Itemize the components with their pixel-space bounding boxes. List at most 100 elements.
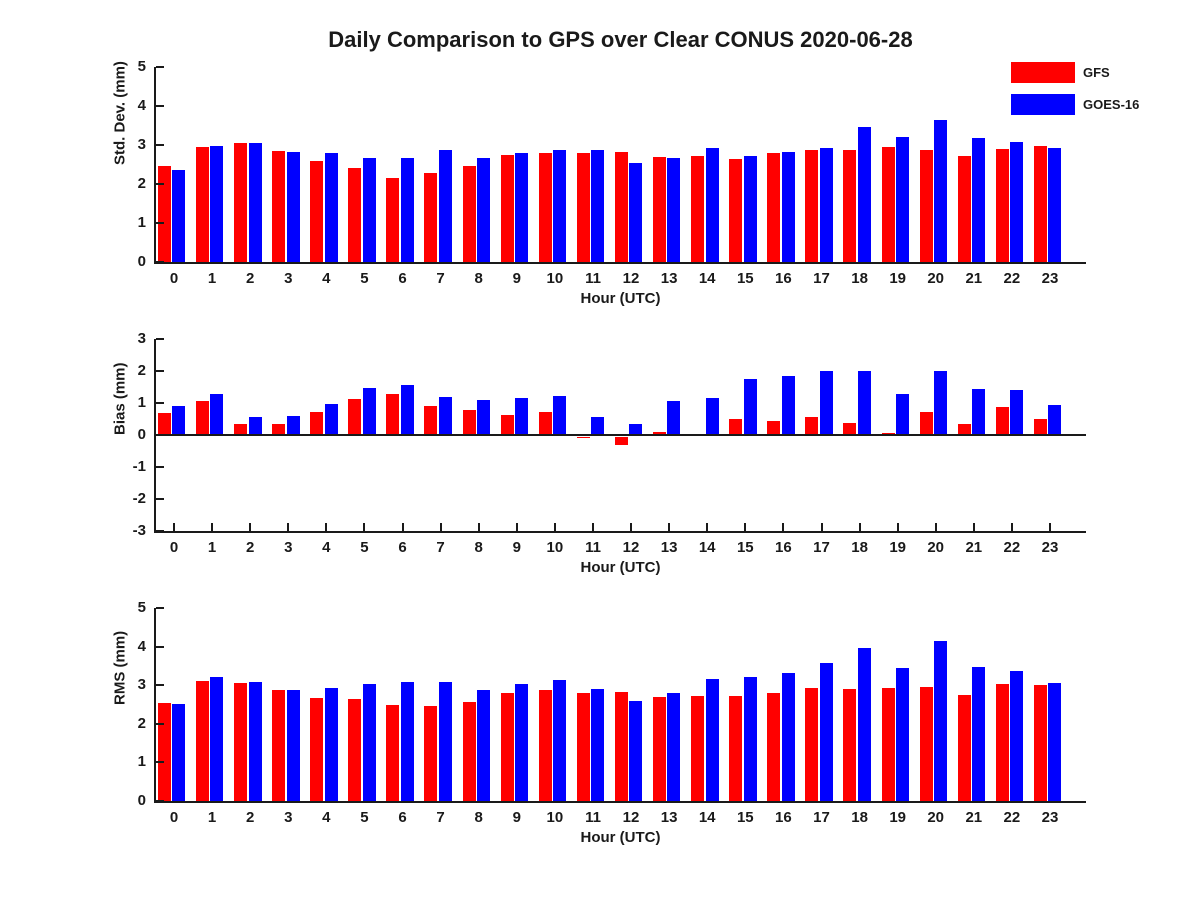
bar-gfs-h10: [538, 152, 552, 262]
y-tick: [156, 261, 164, 263]
bar-goes-16-h6: [400, 385, 414, 435]
bar-gfs-h18: [843, 423, 857, 435]
bar-gfs-h17: [805, 150, 819, 262]
bar-gfs-h13: [652, 156, 666, 262]
bar-goes-16-h16: [781, 376, 795, 435]
bar-goes-16-h6: [400, 682, 414, 801]
x-tick-label: 14: [698, 539, 716, 556]
y-tick: [156, 338, 164, 340]
bar-goes-16-h7: [438, 682, 452, 801]
bar-goes-16-h1: [210, 394, 224, 435]
zero-line: [154, 434, 1086, 436]
bar-goes-16-h22: [1010, 141, 1024, 262]
y-tick-label: 2: [137, 175, 146, 192]
bar-gfs-h8: [462, 165, 476, 262]
legend-label-goes16: GOES-16: [1083, 97, 1140, 112]
bar-gfs-h16: [767, 152, 781, 262]
bar-goes-16-h17: [819, 663, 833, 801]
bar-goes-16-h10: [553, 395, 567, 435]
x-tick-label: 8: [474, 809, 483, 826]
bar-gfs-h21: [957, 423, 971, 435]
x-tick-label: 22: [1003, 809, 1021, 826]
x-tick-label: 6: [398, 539, 407, 556]
x-tick-label: 10: [546, 809, 564, 826]
x-tick-label: 6: [398, 809, 407, 826]
x-tick-label: 12: [622, 270, 640, 287]
bar-gfs-h13: [652, 696, 666, 801]
x-tick-label: 5: [360, 809, 369, 826]
y-tick: [156, 466, 164, 468]
x-tick: [553, 523, 556, 531]
y-tick-label: -2: [132, 490, 146, 507]
bar-gfs-h22: [995, 407, 1009, 435]
x-tick: [477, 523, 480, 531]
x-tick-label: 11: [585, 539, 601, 556]
bar-gfs-h21: [957, 155, 971, 262]
x-tick-label: 4: [322, 539, 331, 556]
bar-gfs-h0: [157, 702, 171, 801]
x-tick: [401, 523, 404, 531]
bar-goes-16-h4: [324, 687, 338, 801]
x-axis-title: Hour (UTC): [580, 829, 661, 846]
bar-gfs-h19: [881, 146, 895, 262]
bar-goes-16-h2: [248, 416, 262, 435]
x-tick: [782, 523, 785, 531]
bar-goes-16-h19: [896, 137, 909, 262]
bar-gfs-h6: [386, 178, 400, 262]
bar-goes-16-h4: [324, 403, 338, 435]
x-tick-label: 17: [813, 270, 830, 287]
bar-goes-16-h2: [248, 143, 262, 262]
x-tick-label: 19: [889, 270, 907, 287]
bar-gfs-h6: [386, 704, 400, 801]
x-tick: [1010, 523, 1013, 531]
bar-goes-16-h9: [515, 684, 529, 801]
bar-gfs-h23: [1033, 419, 1047, 435]
x-tick-label: 2: [246, 270, 255, 287]
x-tick-label: 1: [207, 809, 217, 826]
x-tick-label: 8: [474, 270, 483, 287]
x-tick-label: 1: [207, 539, 217, 556]
x-tick: [972, 523, 975, 531]
bar-gfs-h19: [881, 432, 895, 435]
bar-gfs-h7: [424, 705, 438, 801]
x-tick-label: 23: [1041, 270, 1059, 287]
x-tick-label: 2: [246, 809, 255, 826]
x-tick-label: 10: [546, 539, 564, 556]
y-axis-spine: [154, 339, 156, 533]
y-tick: [156, 183, 164, 185]
bar-goes-16-h22: [1010, 670, 1024, 801]
x-axis-title: Hour (UTC): [580, 559, 661, 576]
x-tick-label: 16: [775, 270, 792, 287]
bar-goes-16-h2: [248, 682, 262, 801]
y-tick-label: 3: [137, 676, 146, 694]
y-tick-label: 2: [137, 362, 146, 379]
x-tick-label: 9: [512, 270, 521, 287]
bar-goes-16-h10: [553, 149, 567, 262]
bar-gfs-h8: [462, 701, 476, 801]
bar-gfs-h14: [691, 155, 704, 262]
bar-gfs-h8: [462, 410, 476, 435]
legend-swatch-gfs: [1011, 62, 1075, 83]
y-tick-label: 4: [137, 637, 146, 655]
x-tick: [325, 523, 328, 531]
bar-goes-16-h0: [172, 406, 186, 435]
bar-gfs-h23: [1033, 146, 1047, 262]
bar-gfs-h22: [995, 684, 1009, 801]
bar-goes-16-h21: [972, 389, 986, 435]
x-tick-label: 8: [474, 539, 483, 556]
x-tick: [439, 523, 442, 531]
bar-gfs-h12: [614, 691, 628, 801]
x-tick-label: 14: [698, 270, 716, 287]
bar-gfs-h22: [995, 148, 1009, 262]
x-tick: [515, 523, 518, 531]
bar-goes-16-h21: [972, 666, 986, 801]
bar-goes-16-h17: [819, 147, 833, 262]
bar-gfs-h19: [881, 687, 895, 801]
bar-gfs-h9: [500, 414, 514, 435]
bar-goes-16-h13: [667, 157, 681, 262]
bar-gfs-h11: [576, 692, 590, 801]
x-tick-label: 4: [322, 809, 331, 826]
y-tick: [156, 530, 164, 532]
bar-goes-16-h14: [705, 679, 719, 801]
bar-goes-16-h8: [477, 157, 490, 262]
